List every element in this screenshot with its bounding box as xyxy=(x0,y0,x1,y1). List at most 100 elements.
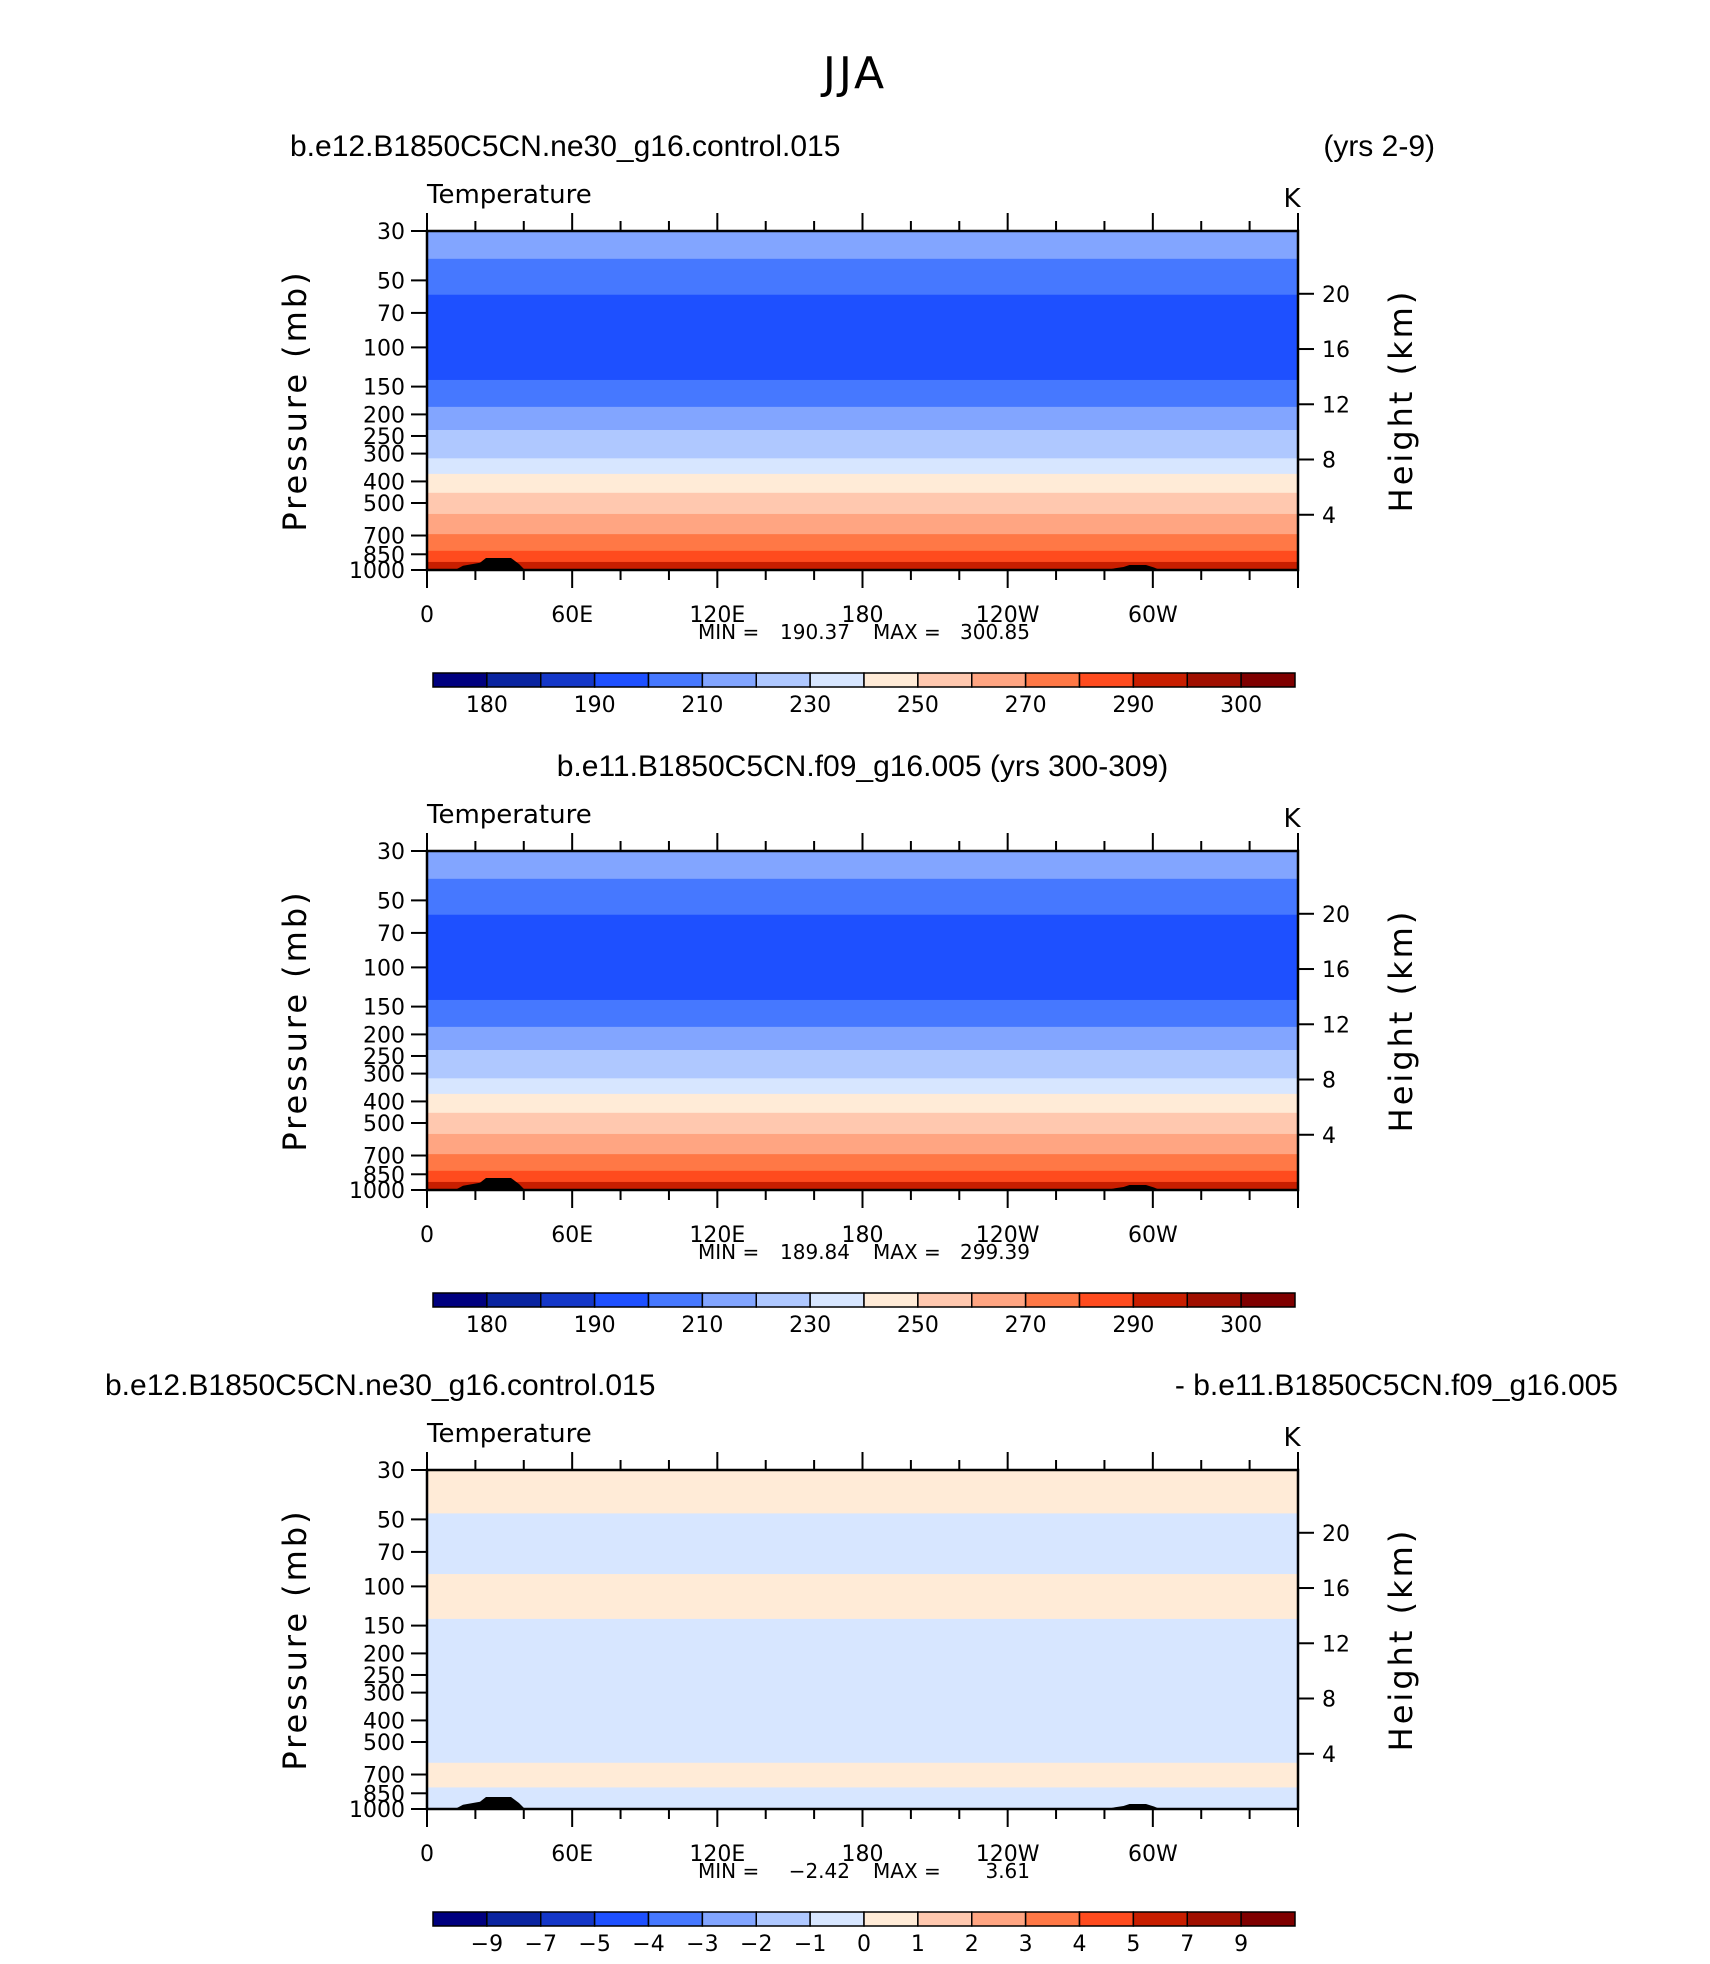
colorbar-swatch xyxy=(593,1292,650,1308)
panel-left-title: b.e12.B1850C5CN.ne30_g16.control.015 xyxy=(105,1369,655,1402)
colorbar-swatch xyxy=(540,672,596,688)
max-value: 300.85 xyxy=(960,620,1030,644)
p-tick-label: 400 xyxy=(363,1090,405,1115)
p-tick-label: 50 xyxy=(377,1508,405,1533)
colorbar-label: 5 xyxy=(1126,1932,1140,1957)
x-axis: 0 60E 120E 180 120W 60W xyxy=(420,213,1299,628)
p-tick-label: 150 xyxy=(363,376,405,401)
variable-label: Temperature xyxy=(426,180,592,210)
p-tick-label: 300 xyxy=(363,443,405,468)
colorbar-swatch xyxy=(971,1911,1027,1927)
colorbar-swatch xyxy=(432,1911,488,1927)
chart-panel-1: b.e12.B1850C5CN.ne30_g16.control.015 (yrs… xyxy=(276,130,1435,718)
colorbar-swatch xyxy=(971,1292,1027,1308)
colorbar-label: 3 xyxy=(1019,1932,1033,1957)
z-tick-label: 4 xyxy=(1322,1743,1336,1768)
colorbar: 180 190 210 230 250 270 290 300 xyxy=(432,672,1296,718)
contour-band xyxy=(427,406,1298,431)
colorbar-swatch xyxy=(701,672,757,688)
p-tick-label: 200 xyxy=(363,403,405,428)
z-tick-label: 12 xyxy=(1322,393,1350,418)
colorbar-swatch xyxy=(917,672,973,688)
colorbar-label: 230 xyxy=(789,693,831,718)
contour-band xyxy=(427,914,1298,1001)
colorbar-label: −2 xyxy=(740,1932,772,1957)
x-tick-label: 120E xyxy=(689,1223,745,1248)
p-tick-label: 700 xyxy=(363,525,405,550)
x-tick-label: 60E xyxy=(551,1223,593,1248)
colorbar-swatch xyxy=(432,1292,488,1308)
x-axis: 0 60E 120E 180 120W 60W xyxy=(420,1452,1299,1867)
colorbar-label: 210 xyxy=(681,693,723,718)
units-label: K xyxy=(1283,804,1301,834)
p-tick-label: 850 xyxy=(363,543,405,568)
z-tick-label: 16 xyxy=(1322,958,1350,983)
colorbar-swatch xyxy=(593,672,650,688)
p-tick-label: 100 xyxy=(363,336,405,361)
pressure-axis-title: Pressure (mb) xyxy=(276,1508,314,1770)
p-tick-label: 500 xyxy=(363,1112,405,1137)
p-tick-label: 150 xyxy=(363,1615,405,1640)
colorbar-swatch xyxy=(593,1911,650,1927)
contour-band xyxy=(427,473,1298,494)
z-tick-label: 8 xyxy=(1322,1069,1336,1094)
colorbar-swatch xyxy=(1186,1292,1242,1308)
colorbar-label: −3 xyxy=(686,1932,718,1957)
p-tick-label: 50 xyxy=(377,269,405,294)
height-axis: 20 16 12 8 4 xyxy=(1298,1522,1350,1768)
contour-band xyxy=(427,550,1298,563)
x-tick-label: 120W xyxy=(976,603,1040,628)
contour-fill xyxy=(427,231,1298,571)
colorbar-swatch xyxy=(1078,672,1135,688)
z-tick-label: 8 xyxy=(1322,1688,1336,1713)
contour-band xyxy=(427,258,1298,296)
colorbar-swatch xyxy=(647,1292,704,1308)
colorbar-swatch xyxy=(863,1292,919,1308)
z-tick-label: 12 xyxy=(1322,1632,1350,1657)
contour-band xyxy=(427,1112,1298,1135)
colorbar-label: 9 xyxy=(1234,1932,1248,1957)
colorbar-swatch xyxy=(701,1292,757,1308)
p-tick-label: 70 xyxy=(377,302,405,327)
colorbar-label: 270 xyxy=(1005,1313,1047,1338)
z-tick-label: 4 xyxy=(1322,1124,1336,1149)
p-tick-label: 30 xyxy=(377,1459,405,1484)
colorbar-swatch xyxy=(755,1911,811,1927)
z-tick-label: 20 xyxy=(1322,1522,1350,1547)
colorbar-swatch xyxy=(1186,672,1242,688)
p-tick-label: 100 xyxy=(363,956,405,981)
colorbar-swatch xyxy=(432,672,488,688)
colorbar-swatch xyxy=(486,1911,542,1927)
p-tick-label: 400 xyxy=(363,1709,405,1734)
contour-band xyxy=(427,1762,1298,1789)
contour-band xyxy=(427,458,1298,475)
min-label: MIN = xyxy=(698,1859,759,1883)
units-label: K xyxy=(1283,1423,1301,1453)
chart-panel-2: b.e11.B1850C5CN.f09_g16.005 (yrs 300-309… xyxy=(276,750,1420,1338)
z-tick-label: 12 xyxy=(1322,1013,1350,1038)
colorbar-label: 250 xyxy=(897,1313,939,1338)
contour-band xyxy=(427,1078,1298,1095)
contour-fill xyxy=(427,851,1298,1191)
panel-title: b.e11.B1850C5CN.f09_g16.005 (yrs 300-309… xyxy=(557,750,1169,783)
units-label: K xyxy=(1283,184,1301,214)
contour-band xyxy=(427,492,1298,515)
height-axis: 20 16 12 8 4 xyxy=(1298,903,1350,1149)
contour-band xyxy=(427,561,1298,571)
colorbar-swatch xyxy=(809,1911,865,1927)
p-tick-label: 250 xyxy=(363,425,405,450)
x-tick-label: 180 xyxy=(842,1842,884,1867)
colorbar: −9 −7 −5 −4 −3 −2 −1 0 1 2 3 4 5 7 9 xyxy=(432,1911,1296,1957)
colorbar-label: 7 xyxy=(1180,1932,1194,1957)
z-tick-label: 16 xyxy=(1322,338,1350,363)
contour-band xyxy=(427,851,1298,880)
colorbar-label: 190 xyxy=(574,693,616,718)
contour-band xyxy=(427,999,1298,1028)
min-value: −2.42 xyxy=(789,1859,850,1883)
colorbar-swatch xyxy=(1024,1911,1081,1927)
x-tick-label: 180 xyxy=(842,1223,884,1248)
contour-band xyxy=(427,1574,1298,1620)
